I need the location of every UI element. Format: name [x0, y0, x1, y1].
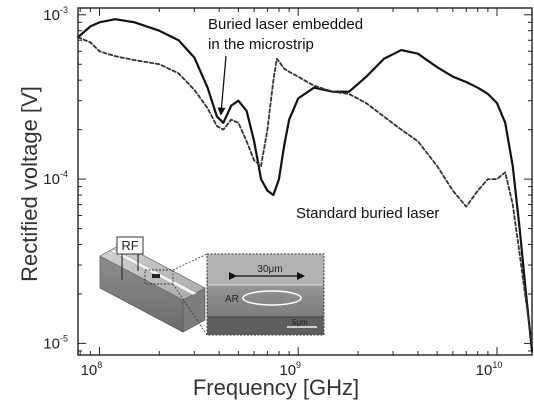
y-axis-title: Rectified voltage [V]	[17, 86, 42, 282]
plot-area-frame	[77, 7, 533, 356]
rf-label-box	[116, 236, 144, 255]
annotation-embedded-line-2: in the microstrip	[208, 36, 314, 53]
series-embedded-laser-line	[76, 18, 534, 353]
sem-substrate	[208, 317, 323, 334]
x-tick-label: 108	[81, 360, 103, 379]
y-tick-label: 10-5	[43, 333, 68, 352]
scale-bar-label: 5μm	[292, 318, 308, 327]
sem-top-layer	[208, 255, 323, 285]
y-tick-label: 10-4	[43, 169, 68, 188]
inset-device-illustration: RF AR 30μm 5μm	[99, 236, 325, 336]
laser-chip-marker	[152, 274, 160, 278]
y-tick-label: 10-3	[43, 5, 68, 24]
rf-label: RF	[121, 238, 138, 253]
x-tick-label: 1010	[476, 360, 503, 379]
x-tick-label: 109	[279, 360, 301, 379]
zoom-line-top	[172, 253, 208, 271]
x-axis-title: Frequency [GHz]	[193, 375, 359, 400]
annotation-arrow	[217, 55, 227, 116]
active-region-ellipse	[242, 290, 302, 306]
annotation-embedded-laser: Buried laser embedded in the microstrip	[208, 16, 363, 116]
microstrip-strip	[109, 248, 198, 296]
annotation-embedded-line-1: Buried laser embedded	[208, 16, 363, 33]
zoom-source-box	[144, 269, 174, 285]
ar-label: AR	[225, 294, 239, 305]
axis-ticks	[78, 8, 532, 355]
annotation-standard-laser: Standard buried laser	[296, 205, 439, 222]
series-standard-laser-line	[77, 36, 533, 345]
axis-tick-labels: 108 109 1010 10-5 10-4 10-3	[43, 5, 502, 379]
width-dimension-label: 30μm	[257, 264, 282, 275]
data-series	[76, 18, 534, 353]
